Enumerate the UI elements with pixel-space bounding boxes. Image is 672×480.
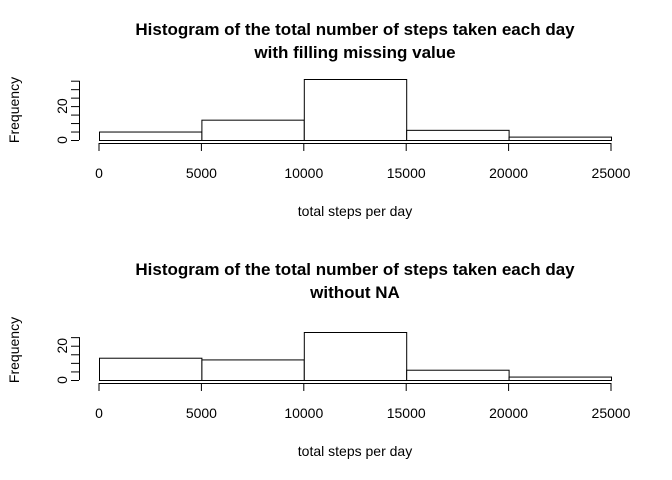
y-tick-label: 20 — [54, 338, 70, 354]
x-tick-label: 25000 — [592, 165, 631, 181]
y-axis: 0 20 — [54, 337, 80, 384]
x-axis-label: total steps per day — [298, 443, 412, 459]
histogram-bar — [303, 332, 408, 381]
chart-title-line2: without NA — [309, 283, 400, 302]
histogram-bar — [201, 359, 305, 381]
x-tick-label: 0 — [95, 405, 103, 421]
chart-title-line2: with filling missing value — [253, 43, 455, 62]
histogram-panel-without-na: Histogram of the total number of steps t… — [6, 260, 631, 459]
y-tick-label: 0 — [54, 376, 70, 384]
x-axis: 0 5000 10000 15000 20000 25000 — [95, 383, 631, 421]
x-tick-label: 0 — [95, 165, 103, 181]
histogram-bar — [303, 79, 408, 141]
histogram-bar — [508, 376, 613, 382]
x-tick-label: 10000 — [284, 165, 323, 181]
histogram-bar — [99, 131, 203, 141]
histogram-bar — [406, 129, 510, 141]
x-tick-label: 10000 — [284, 405, 323, 421]
histogram-bar — [508, 136, 613, 142]
x-axis-label: total steps per day — [298, 203, 412, 219]
histogram-bar — [406, 369, 510, 382]
x-tick-label: 20000 — [489, 165, 528, 181]
x-tick-label: 25000 — [592, 405, 631, 421]
chart-title-line1: Histogram of the total number of steps t… — [135, 20, 575, 39]
x-tick-label: 15000 — [387, 165, 426, 181]
bars-group — [99, 79, 613, 142]
x-tick-label: 20000 — [489, 405, 528, 421]
y-axis-label: Frequency — [6, 77, 22, 143]
y-axis-label: Frequency — [6, 317, 22, 383]
x-tick-label: 15000 — [387, 405, 426, 421]
x-tick-label: 5000 — [186, 405, 217, 421]
y-axis: 0 20 — [54, 80, 80, 144]
y-tick-label: 20 — [54, 98, 70, 114]
chart-title-line1: Histogram of the total number of steps t… — [135, 260, 575, 279]
x-tick-label: 5000 — [186, 165, 217, 181]
histogram-panel-filled: Histogram of the total number of steps t… — [6, 20, 631, 219]
histogram-bar — [201, 119, 305, 141]
x-axis: 0 5000 10000 15000 20000 25000 — [95, 143, 631, 181]
y-tick-label: 0 — [54, 136, 70, 144]
histogram-bar — [99, 357, 203, 382]
bars-group — [99, 332, 613, 382]
